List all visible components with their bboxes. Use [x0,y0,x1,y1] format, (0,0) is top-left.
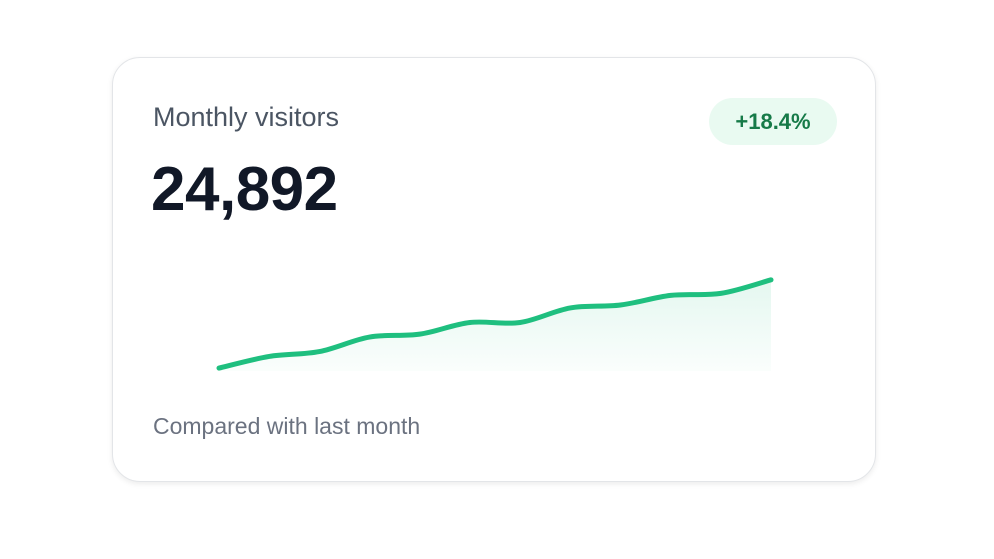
sparkline [216,277,774,371]
sparkline-area [219,279,771,371]
change-badge: +18.4% [709,98,837,145]
card-title: Monthly visitors [153,102,340,132]
card-value: 24,892 [151,155,338,224]
sparkline-line [216,277,774,371]
footnote: Compared with last month [153,413,421,439]
card: Monthly visitors 24,892 +18.4% Compared … [112,57,876,482]
